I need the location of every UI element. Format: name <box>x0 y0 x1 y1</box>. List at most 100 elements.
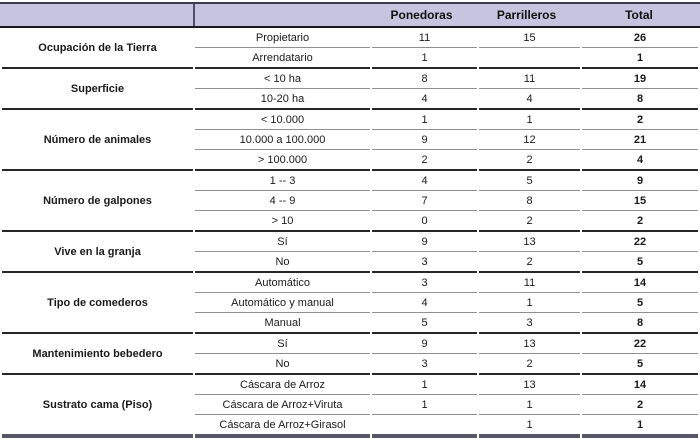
total-value-cell: 5 <box>582 354 698 375</box>
table-row: Número de animales < 10.000 1 1 2 <box>2 110 698 171</box>
column-header-parrilleros: Parrilleros <box>496 8 557 22</box>
subcategory-cell: 4 -- 9 <box>195 191 370 211</box>
subcategory-cell: No <box>195 354 370 375</box>
total-value-cell: 14 <box>582 375 698 395</box>
ponedoras-value-cell: 1 <box>372 395 477 415</box>
parrilleros-value-cell: 12 <box>479 130 580 150</box>
subcategory-cell: Sí <box>195 334 370 354</box>
category-cell: Número de galpones <box>2 171 193 232</box>
subcategory-cell: Manual <box>195 313 370 334</box>
category-cell: Vive en la granja <box>2 232 193 273</box>
category-cell: Número de animales <box>2 110 193 171</box>
subcategory-cell: Arrendatario <box>195 48 370 69</box>
total-value-cell: 9 <box>582 171 698 191</box>
ponedoras-value-cell: 1 <box>372 48 477 69</box>
ponedoras-value-cell: 11 <box>372 28 477 48</box>
table-row: Cáscara de Arroz+Girasol 1 1 <box>2 415 698 438</box>
parrilleros-value-cell <box>479 48 580 69</box>
subcategory-cell: 10.000 a 100.000 <box>195 130 370 150</box>
ponedoras-value-cell: 0 <box>372 211 477 232</box>
parrilleros-value-cell: 4 <box>479 89 580 110</box>
table-row: No 3 2 5 <box>2 354 698 375</box>
parrilleros-value-cell: 13 <box>479 232 580 252</box>
subcategory-cell: Automático y manual <box>195 293 370 313</box>
subcategory-cell: Cáscara de Arroz+Girasol <box>195 415 370 438</box>
parrilleros-value-cell: 2 <box>479 354 580 375</box>
total-value-cell: 19 <box>582 69 698 89</box>
table-row: 10-20 ha 4 4 8 <box>2 89 698 110</box>
table-row: Mantenimiento bebedero Sí 9 13 22 <box>2 334 698 375</box>
parrilleros-value-cell: 13 <box>479 334 580 354</box>
table-row: Tipo de comederos Automático 3 11 14 <box>2 273 698 334</box>
category-cell: Mantenimiento bebedero <box>2 334 193 375</box>
ponedoras-value-cell: 3 <box>372 354 477 375</box>
table-row: 4 -- 9 7 8 15 <box>2 191 698 211</box>
category-cell: Superficie <box>2 69 193 110</box>
table-header-band: Ponedoras Parrilleros Total <box>0 2 700 28</box>
ponedoras-value-cell <box>372 415 477 438</box>
column-header-ponedoras: Ponedoras <box>390 8 453 22</box>
table-row: Vive en la granja Sí 9 13 22 <box>2 232 698 273</box>
parrilleros-value-cell: 2 <box>479 150 580 171</box>
subcategory-cell: No <box>195 252 370 273</box>
table-row: > 10 0 2 2 <box>2 211 698 232</box>
total-value-cell: 2 <box>582 211 698 232</box>
header-cell-subcategory <box>195 4 368 26</box>
table-row: Superficie < 10 ha 8 11 19 <box>2 69 698 110</box>
total-value-cell: 4 <box>582 150 698 171</box>
ponedoras-value-cell: 3 <box>372 252 477 273</box>
summary-table-body: Ocupación de la Tierra Propietario 11 15 26 A… <box>2 28 698 438</box>
category-cell: Ocupación de la Tierra <box>2 28 193 69</box>
parrilleros-value-cell: 13 <box>479 375 580 395</box>
total-value-cell: 1 <box>582 415 698 438</box>
subcategory-cell: Sí <box>195 232 370 252</box>
column-header-total: Total <box>625 8 653 22</box>
subcategory-cell: Automático <box>195 273 370 293</box>
total-value-cell: 1 <box>582 48 698 69</box>
parrilleros-value-cell: 1 <box>479 110 580 130</box>
total-value-cell: 26 <box>582 28 698 48</box>
table-row: Ocupación de la Tierra Propietario 11 15 26 <box>2 28 698 69</box>
parrilleros-value-cell: 11 <box>479 273 580 293</box>
subcategory-cell: 1 -- 3 <box>195 171 370 191</box>
table-row: 10.000 a 100.000 9 12 21 <box>2 130 698 150</box>
parrilleros-value-cell: 1 <box>479 395 580 415</box>
ponedoras-value-cell: 7 <box>372 191 477 211</box>
total-value-cell: 5 <box>582 293 698 313</box>
subcategory-cell: < 10.000 <box>195 110 370 130</box>
parrilleros-value-cell: 1 <box>479 293 580 313</box>
parrilleros-value-cell: 2 <box>479 252 580 273</box>
category-cell: Tipo de comederos <box>2 273 193 334</box>
total-value-cell: 8 <box>582 89 698 110</box>
parrilleros-value-cell: 1 <box>479 415 580 438</box>
subcategory-cell: Cáscara de Arroz <box>195 375 370 395</box>
parrilleros-value-cell: 15 <box>479 28 580 48</box>
ponedoras-value-cell: 2 <box>372 150 477 171</box>
ponedoras-value-cell: 1 <box>372 110 477 130</box>
parrilleros-value-cell: 8 <box>479 191 580 211</box>
table-row: Arrendatario 1 1 <box>2 48 698 69</box>
total-value-cell: 8 <box>582 313 698 334</box>
total-value-cell: 2 <box>582 110 698 130</box>
ponedoras-value-cell: 8 <box>372 69 477 89</box>
table-row: No 3 2 5 <box>2 252 698 273</box>
category-cell: Sustrato cama (Piso) <box>2 375 193 438</box>
subcategory-cell: > 10 <box>195 211 370 232</box>
total-value-cell: 21 <box>582 130 698 150</box>
subcategory-cell: Cáscara de Arroz+Viruta <box>195 395 370 415</box>
subcategory-cell: 10-20 ha <box>195 89 370 110</box>
table-row: Automático y manual 4 1 5 <box>2 293 698 313</box>
parrilleros-value-cell: 2 <box>479 211 580 232</box>
table-row: Cáscara de Arroz+Viruta 1 1 2 <box>2 395 698 415</box>
parrilleros-value-cell: 3 <box>479 313 580 334</box>
subcategory-cell: < 10 ha <box>195 69 370 89</box>
parrilleros-value-cell: 11 <box>479 69 580 89</box>
total-value-cell: 22 <box>582 334 698 354</box>
ponedoras-value-cell: 9 <box>372 232 477 252</box>
ponedoras-value-cell: 3 <box>372 273 477 293</box>
header-cell-category <box>0 4 195 26</box>
total-value-cell: 2 <box>582 395 698 415</box>
ponedoras-value-cell: 1 <box>372 375 477 395</box>
total-value-cell: 5 <box>582 252 698 273</box>
